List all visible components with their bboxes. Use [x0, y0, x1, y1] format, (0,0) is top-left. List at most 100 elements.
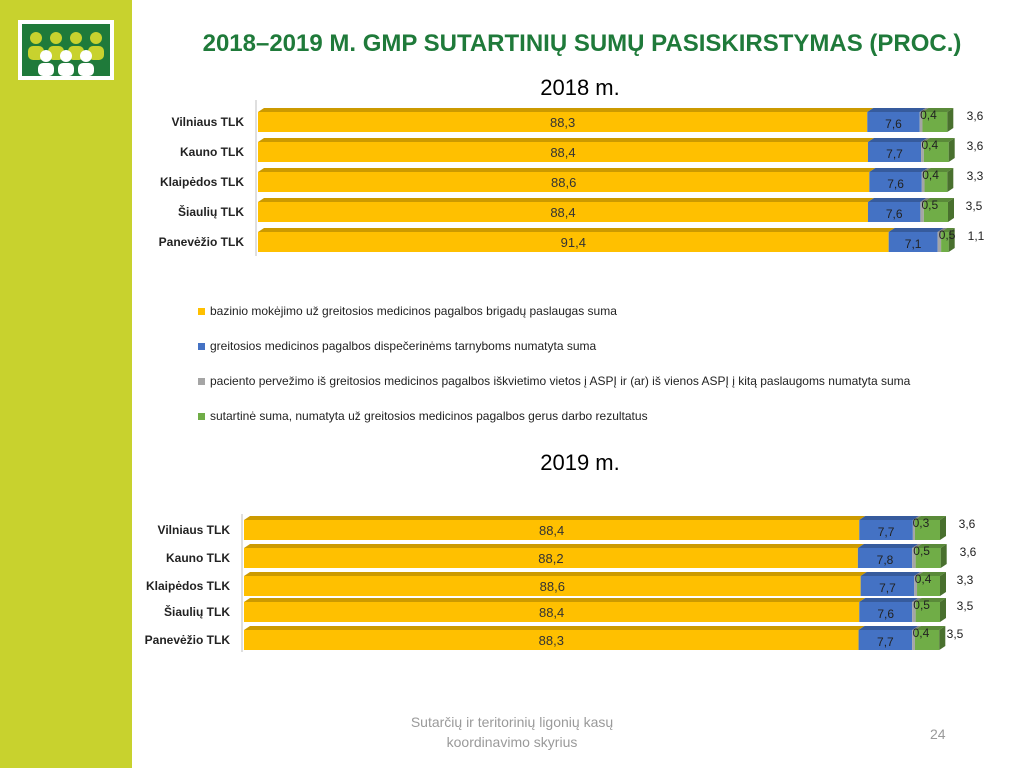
data-label-dispatch: 7,7	[878, 525, 895, 539]
bar-transfer	[937, 232, 942, 252]
data-label-dispatch: 7,6	[886, 207, 903, 221]
data-label-transfer: 0,5	[913, 544, 930, 558]
bar-top-dispatch	[867, 198, 927, 202]
legend-swatch-result	[198, 413, 205, 420]
data-label-base: 88,4	[539, 605, 564, 620]
legend-swatch-dispatch	[198, 343, 205, 350]
bar-side	[939, 626, 946, 650]
data-label-base: 88,2	[538, 551, 563, 566]
category-label: Vilniaus TLK	[158, 523, 231, 537]
bar-transfer	[921, 142, 924, 162]
data-label-dispatch: 7,6	[885, 117, 902, 131]
bar-top-dispatch	[859, 598, 919, 602]
bar-transfer	[921, 172, 925, 192]
bar-dispatch	[860, 576, 915, 596]
category-label: Klaipėdos TLK	[160, 175, 244, 189]
category-label: Klaipėdos TLK	[146, 579, 230, 593]
bar-side	[947, 168, 954, 192]
legend-item-dispatch: greitosios medicinos pagalbos dispečerin…	[198, 337, 998, 372]
bar-result	[941, 232, 949, 252]
people-logo-icon	[28, 32, 104, 76]
bar-top-dispatch	[860, 572, 921, 576]
bar-base	[244, 520, 860, 540]
bar-top-base	[244, 598, 866, 602]
data-label-result: 3,3	[967, 169, 984, 183]
data-label-result: 3,5	[947, 627, 964, 641]
bar-top-base	[258, 198, 874, 202]
legend-label: paciento pervežimo iš greitosios medicin…	[210, 374, 911, 388]
bar-side	[948, 138, 955, 162]
bar-top-dispatch	[869, 168, 928, 172]
chart-legend: bazinio mokėjimo už greitosios medicinos…	[198, 302, 998, 442]
bar-top-result	[917, 572, 946, 576]
bar-transfer	[912, 602, 916, 622]
bar-top-transfer	[921, 168, 931, 172]
data-label-base: 88,3	[539, 633, 564, 648]
legend-label: sutartinė suma, numatyta už greitosios m…	[210, 409, 648, 423]
bar-base	[258, 142, 868, 162]
bar-top-result	[915, 598, 946, 602]
bar-top-transfer	[937, 228, 948, 232]
sidebar-band	[0, 0, 132, 768]
bar-result	[922, 112, 948, 132]
data-label-base: 88,4	[550, 145, 575, 160]
bar-top-base	[244, 626, 865, 630]
data-label-transfer: 0,5	[922, 198, 939, 212]
footer-line-1: Sutarčių ir teritorinių ligonių kasų	[410, 714, 614, 730]
data-label-transfer: 0,5	[913, 598, 930, 612]
data-label-result: 3,6	[967, 139, 984, 153]
category-label: Šiaulių TLK	[164, 604, 230, 619]
category-label: Kauno TLK	[180, 145, 244, 159]
bar-transfer	[912, 630, 915, 650]
bar-base	[258, 232, 889, 252]
data-label-base: 88,6	[551, 175, 576, 190]
bar-base	[244, 630, 859, 650]
bar-top-dispatch	[888, 228, 944, 232]
data-label-transfer: 0,4	[915, 572, 932, 586]
bar-side	[940, 516, 946, 540]
bar-top-base	[258, 138, 874, 142]
data-label-dispatch: 7,6	[887, 177, 904, 191]
bar-dispatch	[867, 112, 920, 132]
bar-base	[244, 576, 861, 596]
bar-result	[915, 602, 940, 622]
data-label-dispatch: 7,8	[877, 553, 894, 567]
bar-result	[914, 630, 940, 650]
bar-side	[948, 228, 955, 252]
bar-transfer	[912, 548, 916, 568]
data-label-transfer: 0,4	[922, 168, 939, 182]
bar-transfer	[919, 112, 923, 132]
category-label: Panevėžio TLK	[159, 235, 245, 249]
bar-dispatch	[869, 172, 922, 192]
category-label: Kauno TLK	[166, 551, 230, 565]
data-label-result: 3,3	[957, 573, 974, 587]
bar-top-dispatch	[858, 626, 919, 630]
bar-side	[948, 198, 954, 222]
bar-dispatch	[867, 142, 922, 162]
data-label-dispatch: 7,7	[877, 635, 894, 649]
bar-top-result	[923, 138, 955, 142]
bar-base	[244, 548, 858, 568]
category-label: Vilniaus TLK	[172, 115, 245, 129]
bar-top-base	[258, 108, 874, 112]
bar-dispatch	[857, 548, 913, 568]
bar-top-dispatch	[857, 544, 919, 548]
legend-label: greitosios medicinos pagalbos dispečerin…	[210, 339, 597, 353]
data-label-base: 88,3	[550, 115, 575, 130]
data-label-base: 88,4	[539, 523, 564, 538]
bar-top-transfer	[920, 198, 930, 202]
bar-top-dispatch	[867, 108, 926, 112]
data-label-dispatch: 7,7	[886, 147, 903, 161]
bar-top-transfer	[919, 108, 929, 112]
bar-result	[924, 172, 948, 192]
data-label-result: 3,5	[966, 199, 983, 213]
bar-top-base	[244, 572, 867, 576]
data-label-transfer: 0,3	[913, 516, 930, 530]
bar-dispatch	[859, 520, 913, 540]
data-label-result: 3,6	[967, 109, 984, 123]
footer: Sutarčių ir teritorinių ligonių kasų koo…	[380, 712, 644, 752]
bar-top-dispatch	[867, 138, 928, 142]
footer-line-2: koordinavimo skyrius	[446, 734, 578, 750]
bar-transfer	[920, 202, 924, 222]
bar-side	[940, 544, 947, 568]
